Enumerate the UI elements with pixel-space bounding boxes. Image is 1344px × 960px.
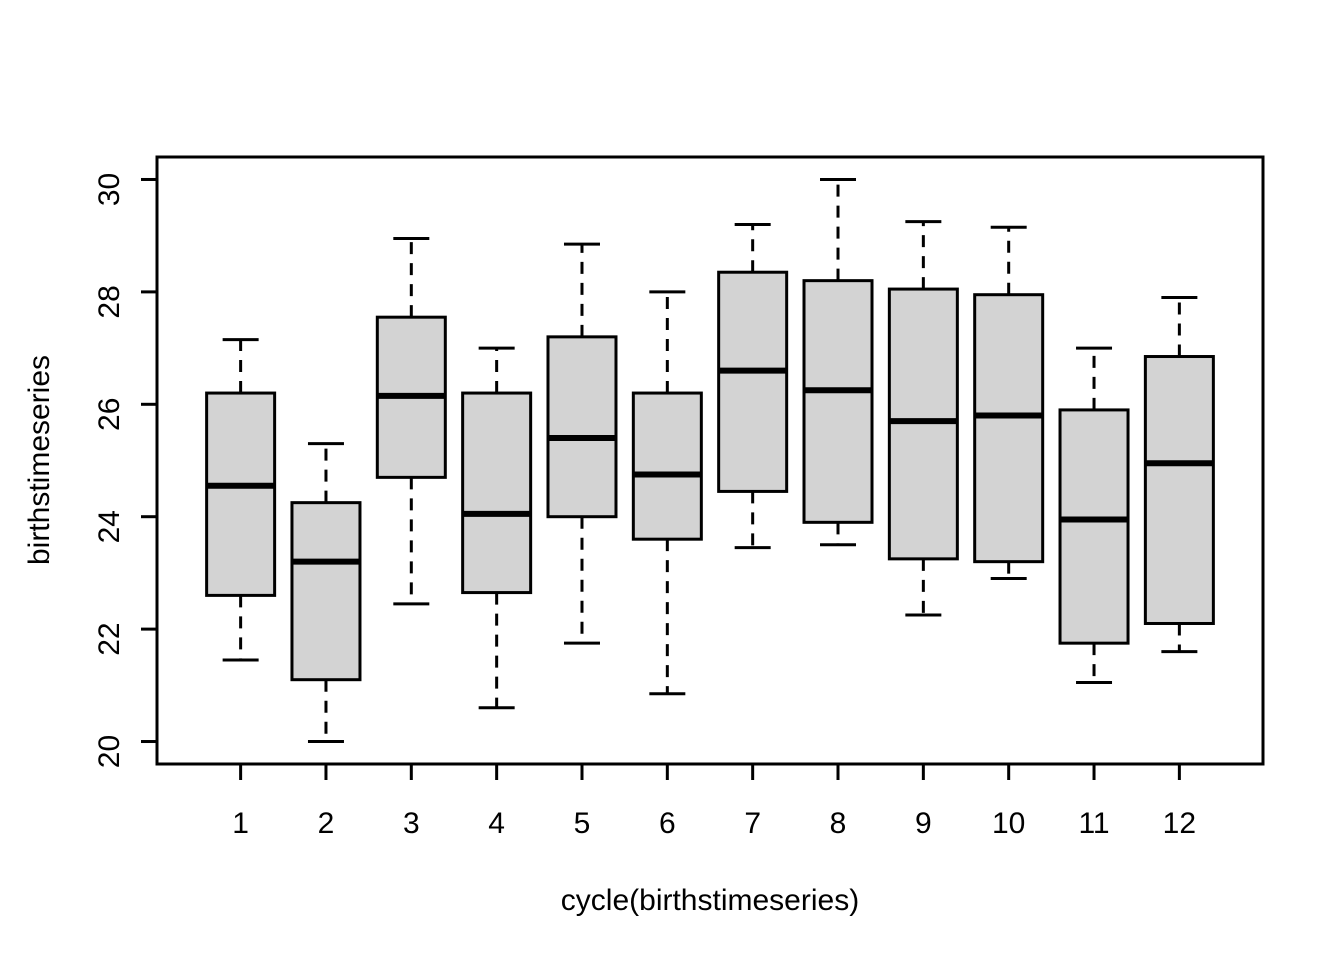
x-axis-tick-label: 2 (318, 807, 335, 840)
x-axis-tick-label: 9 (915, 807, 932, 840)
y-axis-tick-label: 20 (93, 735, 126, 768)
boxplot-box-month-11 (1058, 408, 1130, 645)
y-axis-tick-label: 22 (93, 622, 126, 655)
boxplot-box-month-7 (717, 270, 789, 493)
x-axis-title: cycle(birthstimeseries) (560, 884, 860, 917)
boxplot-box-month-5 (546, 335, 618, 519)
plot-border (155, 155, 1265, 766)
y-axis-tick-label: 24 (93, 510, 126, 543)
x-axis-tick-label: 7 (744, 807, 761, 840)
x-axis-tick-label: 11 (1078, 807, 1109, 840)
x-axis-tick-label: 5 (574, 807, 591, 840)
x-axis-tick-label: 8 (830, 807, 847, 840)
x-axis-tick-label: 1 (232, 807, 249, 840)
y-axis-title: birthstimeseries (23, 354, 56, 566)
y-axis-tick-label: 28 (93, 285, 126, 318)
boxplot-box-month-4 (461, 391, 533, 595)
y-axis-tick-label: 30 (93, 173, 126, 206)
x-axis-tick-label: 4 (488, 807, 505, 840)
x-axis-tick-label: 12 (1163, 807, 1196, 840)
x-axis-tick-label: 10 (992, 807, 1025, 840)
x-axis-tick-label: 6 (659, 807, 676, 840)
boxplot-box-month-12 (1143, 355, 1215, 625)
x-axis-tick-label: 3 (403, 807, 420, 840)
boxplot-box-month-2 (290, 501, 362, 682)
boxplot-box-month-1 (205, 391, 277, 597)
boxplot-box-month-10 (973, 293, 1045, 564)
boxplot-box-month-6 (631, 391, 703, 541)
boxplot-box-month-8 (802, 279, 874, 524)
y-axis-tick-label: 26 (93, 398, 126, 431)
